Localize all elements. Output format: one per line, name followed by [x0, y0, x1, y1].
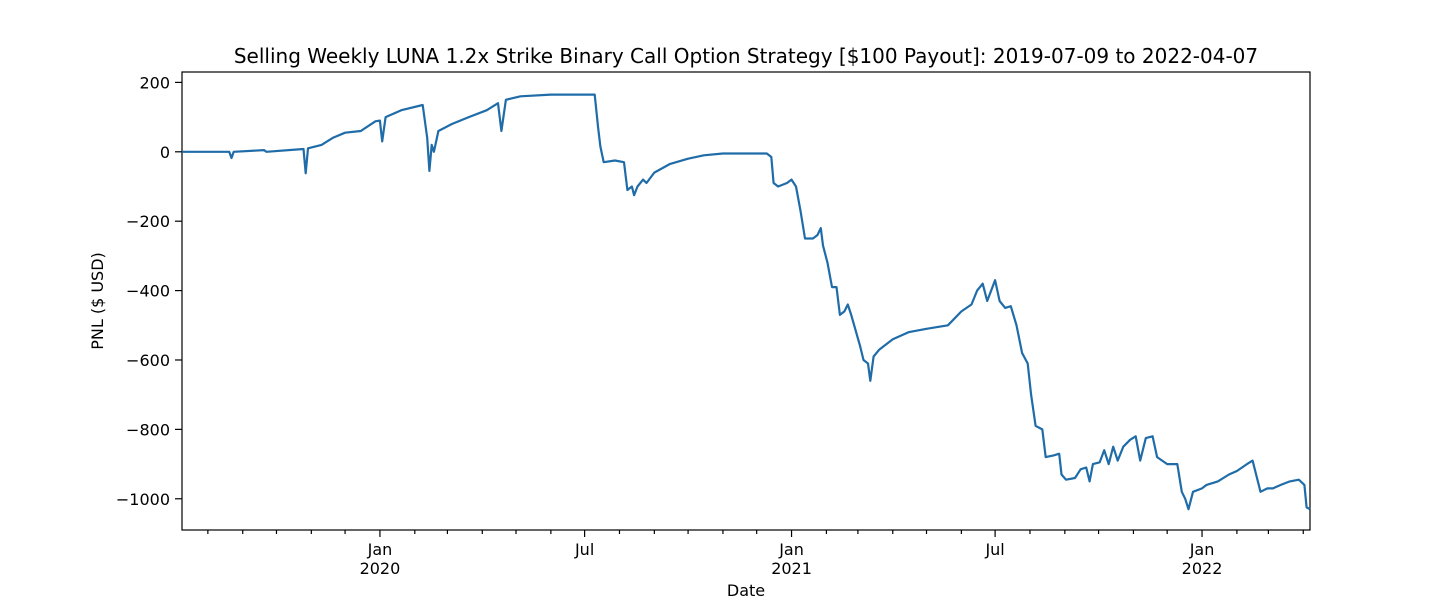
- x-tick-label: Jul: [984, 540, 1004, 559]
- chart-title: Selling Weekly LUNA 1.2x Strike Binary C…: [234, 44, 1258, 68]
- y-tick-label: −1000: [116, 490, 170, 509]
- y-tick-label: −400: [126, 282, 170, 301]
- y-tick-label: −800: [126, 420, 170, 439]
- plot-frame: [181, 71, 1311, 531]
- y-tick-label: −600: [126, 351, 170, 370]
- x-tick-year-label: 2020: [360, 559, 401, 578]
- y-tick-label: −200: [126, 212, 170, 231]
- x-tick-year-label: 2021: [771, 559, 812, 578]
- x-tick-year-label: 2022: [1182, 559, 1223, 578]
- y-tick-label: 0: [160, 143, 170, 162]
- y-axis: 200 0 −200 −400 −600 −800 −1000: [116, 73, 182, 509]
- y-axis-label: PNL ($ USD): [88, 252, 107, 350]
- x-tick-label: Jan: [1189, 540, 1215, 559]
- x-tick-label: Jan: [367, 540, 393, 559]
- y-tick-label: 200: [139, 73, 170, 92]
- x-tick-label: Jan: [778, 540, 804, 559]
- x-axis-label: Date: [727, 581, 765, 600]
- pnl-series-line: [182, 93, 1311, 511]
- x-tick-label: Jul: [574, 540, 594, 559]
